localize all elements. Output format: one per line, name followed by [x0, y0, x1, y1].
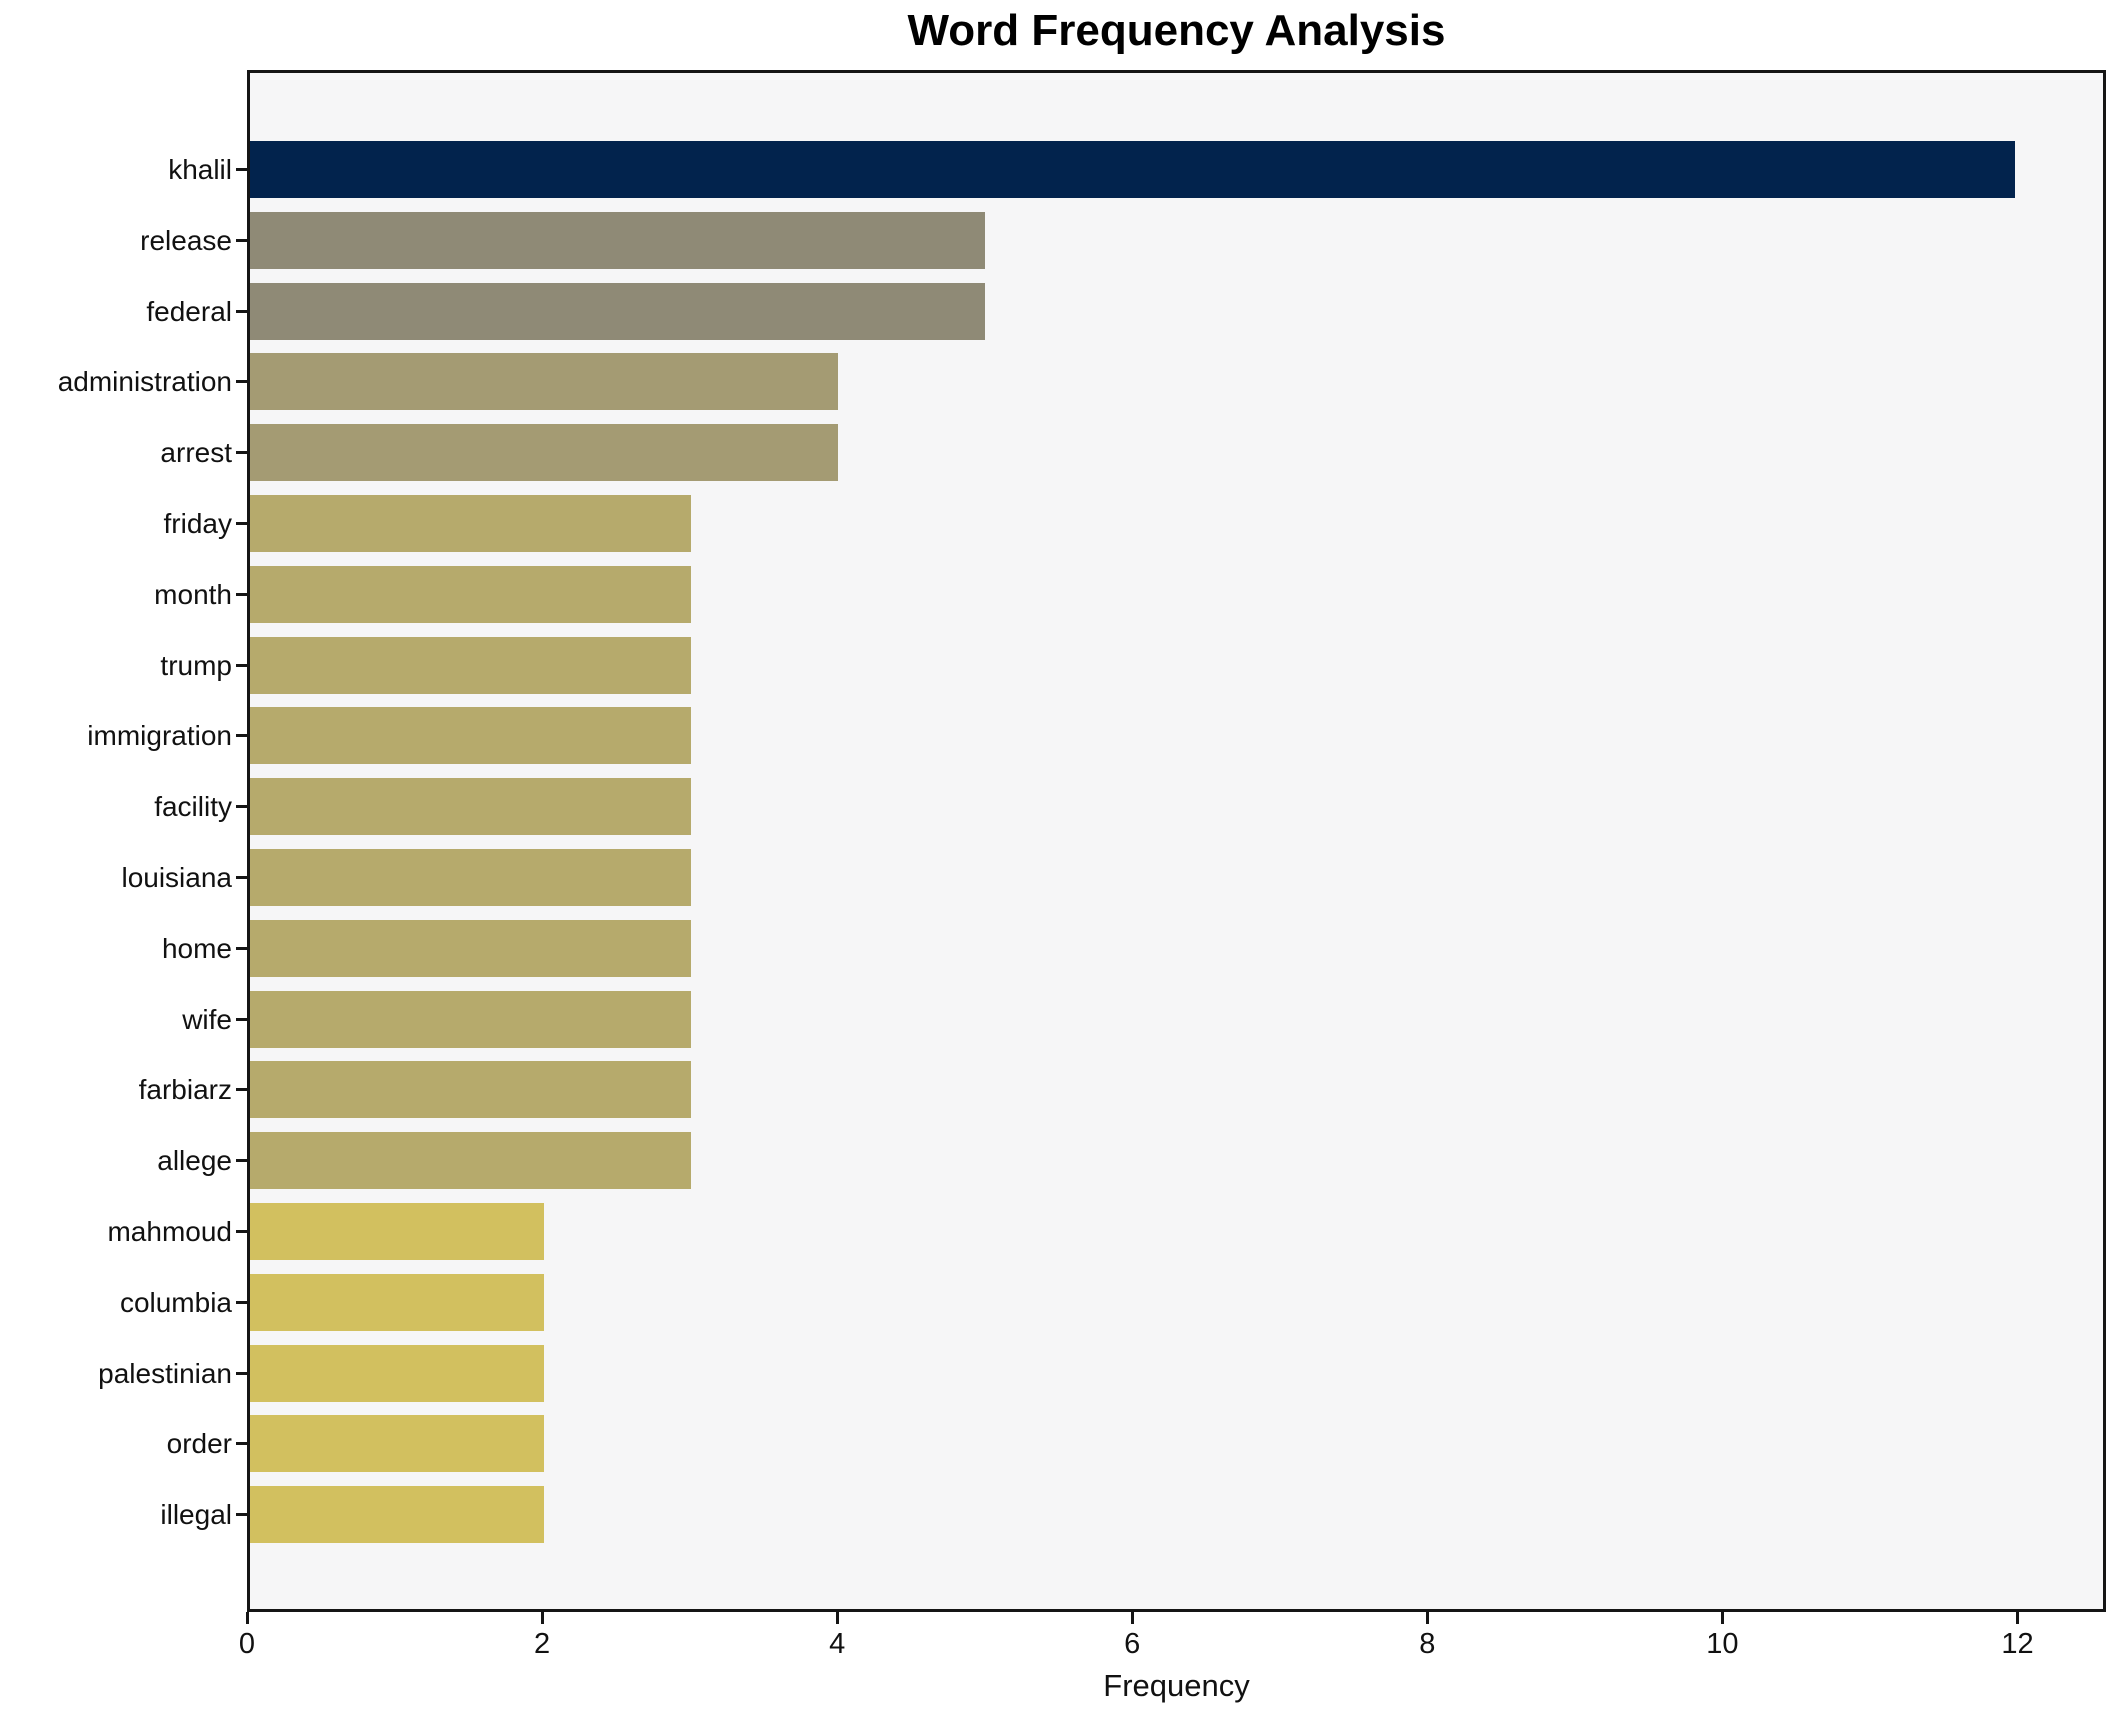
bar-row — [250, 1273, 2103, 1331]
bar-row — [250, 211, 2103, 269]
y-tick-label-administration: administration — [57, 366, 232, 398]
y-tick-label-trump: trump — [160, 649, 232, 681]
bar-row — [250, 353, 2103, 411]
y-tick-label-order: order — [166, 1428, 232, 1460]
x-tick-mark — [1720, 1612, 1724, 1624]
plot-area — [247, 70, 2106, 1612]
y-tick-mark — [236, 1442, 247, 1446]
y-tick-mark — [236, 876, 247, 879]
x-axis-label: Frequency — [1103, 1668, 1250, 1703]
y-tick-label-facility: facility — [154, 791, 232, 823]
chart-title: Word Frequency Analysis — [907, 6, 1446, 55]
bar-friday — [250, 495, 692, 552]
y-tick-mark — [236, 309, 247, 313]
bar-columbia — [250, 1273, 545, 1331]
x-tick-mark — [1130, 1612, 1134, 1624]
y-tick-label-month: month — [154, 578, 232, 610]
y-tick-label-mahmoud: mahmoud — [107, 1216, 232, 1247]
y-tick-label-friday: friday — [163, 508, 232, 539]
y-tick-label-khalil: khalil — [168, 154, 232, 185]
y-tick-mark — [236, 592, 247, 596]
y-tick-mark — [236, 805, 247, 809]
y-tick-label-wife: wife — [182, 1003, 232, 1035]
bar-allege — [250, 1132, 692, 1190]
bar-order — [250, 1415, 545, 1473]
y-tick-label-arrest: arrest — [160, 437, 232, 469]
y-tick-mark — [236, 1300, 247, 1304]
bar-row — [250, 495, 2103, 552]
bar-row — [250, 565, 2103, 623]
bar-administration — [250, 353, 839, 411]
bar-khalil — [250, 141, 2015, 198]
bar-row — [250, 636, 2103, 694]
bar-arrest — [250, 424, 839, 482]
x-tick-label-6: 6 — [1124, 1628, 1141, 1660]
bar-row — [250, 1061, 2103, 1119]
x-tick-label-0: 0 — [238, 1628, 256, 1660]
y-tick-mark — [236, 1513, 247, 1517]
y-tick-mark — [236, 1017, 247, 1021]
bar-row — [250, 1415, 2103, 1473]
y-tick-mark — [236, 663, 247, 667]
bar-row — [250, 990, 2103, 1048]
y-tick-label-home: home — [161, 932, 232, 964]
y-tick-mark — [236, 522, 247, 525]
bar-row — [250, 1486, 2103, 1544]
x-tick-label-8: 8 — [1419, 1628, 1436, 1660]
bar-row — [250, 141, 2103, 198]
bar-illegal — [250, 1486, 545, 1544]
bar-row — [250, 1344, 2103, 1402]
y-tick-mark — [236, 1088, 247, 1092]
y-tick-label-louisiana: louisiana — [121, 862, 232, 893]
y-tick-mark — [236, 238, 247, 242]
x-tick-mark — [245, 1612, 249, 1624]
bar-farbiarz — [250, 1061, 692, 1119]
bar-facility — [250, 778, 692, 836]
x-tick-label-12: 12 — [2001, 1628, 2034, 1660]
y-tick-mark — [236, 946, 247, 950]
y-tick-label-immigration: immigration — [87, 720, 232, 752]
bar-row — [250, 707, 2103, 765]
y-tick-mark — [236, 451, 247, 455]
y-tick-mark — [236, 1371, 247, 1375]
bar-month — [250, 565, 692, 623]
bar-home — [250, 919, 692, 977]
bar-federal — [250, 282, 986, 340]
x-tick-mark — [540, 1612, 544, 1624]
bar-row — [250, 1203, 2103, 1260]
y-tick-mark — [236, 1230, 247, 1233]
y-tick-mark — [236, 1159, 247, 1163]
bar-row — [250, 778, 2103, 836]
y-tick-label-release: release — [140, 224, 232, 256]
y-tick-label-farbiarz: farbiarz — [138, 1074, 232, 1106]
bar-release — [250, 211, 986, 269]
bar-row — [250, 1132, 2103, 1190]
x-tick-mark — [2015, 1612, 2019, 1624]
bar-mahmoud — [250, 1203, 545, 1260]
y-tick-mark — [236, 734, 247, 738]
x-tick-label-4: 4 — [829, 1628, 846, 1660]
x-tick-label-10: 10 — [1706, 1628, 1739, 1660]
x-tick-mark — [835, 1612, 839, 1624]
bar-trump — [250, 636, 692, 694]
y-tick-label-columbia: columbia — [119, 1286, 232, 1318]
y-tick-label-illegal: illegal — [160, 1499, 232, 1531]
y-tick-label-palestinian: palestinian — [98, 1357, 232, 1389]
bar-louisiana — [250, 849, 692, 906]
y-tick-mark — [236, 168, 247, 171]
x-tick-mark — [1425, 1612, 1429, 1624]
bar-wife — [250, 990, 692, 1048]
bar-immigration — [250, 707, 692, 765]
y-tick-label-federal: federal — [146, 295, 232, 327]
x-tick-label-2: 2 — [534, 1628, 551, 1660]
y-tick-label-allege: allege — [157, 1145, 232, 1177]
bar-row — [250, 282, 2103, 340]
bar-row — [250, 849, 2103, 906]
y-tick-mark — [236, 380, 247, 384]
bar-row — [250, 919, 2103, 977]
bar-palestinian — [250, 1344, 545, 1402]
bar-row — [250, 424, 2103, 482]
